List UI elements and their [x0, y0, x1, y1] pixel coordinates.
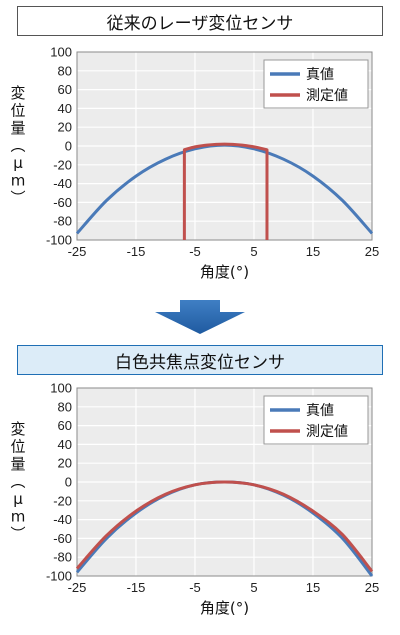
legend-label: 測定値: [306, 424, 348, 440]
y-tick-label: 0: [65, 475, 72, 490]
y-tick-label: -80: [53, 214, 72, 229]
y-tick-label: -100: [46, 569, 72, 584]
y-tick-label: 100: [50, 45, 72, 60]
x-tick-label: -25: [68, 244, 87, 259]
series-line-measured-value: [182, 142, 269, 241]
y-tick-label: 40: [58, 101, 72, 116]
legend-box: [263, 395, 369, 445]
y-tick-label: -60: [53, 531, 72, 546]
y-tick-label: 100: [50, 381, 72, 396]
x-tick-label: -5: [189, 580, 201, 595]
legend-label: 真値: [306, 403, 334, 419]
y-tick-label: -40: [53, 176, 72, 191]
legend-box: [263, 59, 369, 109]
plot-border: [76, 387, 373, 577]
y-tick-label: -20: [53, 493, 72, 508]
x-tick-label: -25: [68, 580, 87, 595]
series-line-measured-value: [75, 480, 374, 573]
down-arrow-icon: [155, 300, 245, 334]
y-axis-label: 変位量︵ μ m ︶: [10, 84, 25, 207]
y-tick-label: 80: [58, 399, 72, 414]
y-tick-label: -20: [53, 157, 72, 172]
x-tick-label: 15: [306, 244, 320, 259]
y-tick-label: -60: [53, 195, 72, 210]
legend-label: 真値: [306, 67, 334, 83]
legend-label: 測定値: [306, 88, 348, 104]
y-tick-label: 60: [58, 418, 72, 433]
y-tick-label: 40: [58, 437, 72, 452]
x-tick-label: -15: [127, 244, 146, 259]
y-tick-label: 20: [58, 120, 72, 135]
y-tick-label: 0: [65, 139, 72, 154]
x-tick-label: 25: [365, 244, 379, 259]
x-tick-label: -5: [189, 244, 201, 259]
y-tick-label: 60: [58, 82, 72, 97]
x-axis-label: 角度(°): [200, 599, 249, 617]
x-tick-label: 5: [250, 580, 257, 595]
y-tick-label: -40: [53, 512, 72, 527]
y-tick-label: -100: [46, 233, 72, 248]
x-tick-label: 15: [306, 580, 320, 595]
chart-title-conventional: 従来のレーザ変位センサ: [17, 6, 383, 36]
chart-conventional-laser: 100 80 60 40 20 0 -20 -40 -60 -80 -100-25 -15 -5 5 15 2…: [10, 45, 379, 282]
y-tick-label: -80: [53, 550, 72, 565]
x-tick-label: -15: [127, 580, 146, 595]
y-tick-label: 80: [58, 63, 72, 78]
x-tick-label: 5: [250, 244, 257, 259]
x-axis-label: 角度(°): [200, 263, 249, 281]
chart-title-confocal: 白色共焦点変位センサ: [17, 345, 383, 375]
y-tick-label: 20: [58, 456, 72, 471]
chart-white-confocal: 100 80 60 40 20 0 -20 -40 -60 -80 -100-25 -15 -5 5 15 2…: [10, 381, 379, 618]
y-axis-label: 変位量︵ μ m ︶: [10, 420, 25, 543]
plot-border: [76, 51, 373, 241]
x-tick-label: 25: [365, 580, 379, 595]
